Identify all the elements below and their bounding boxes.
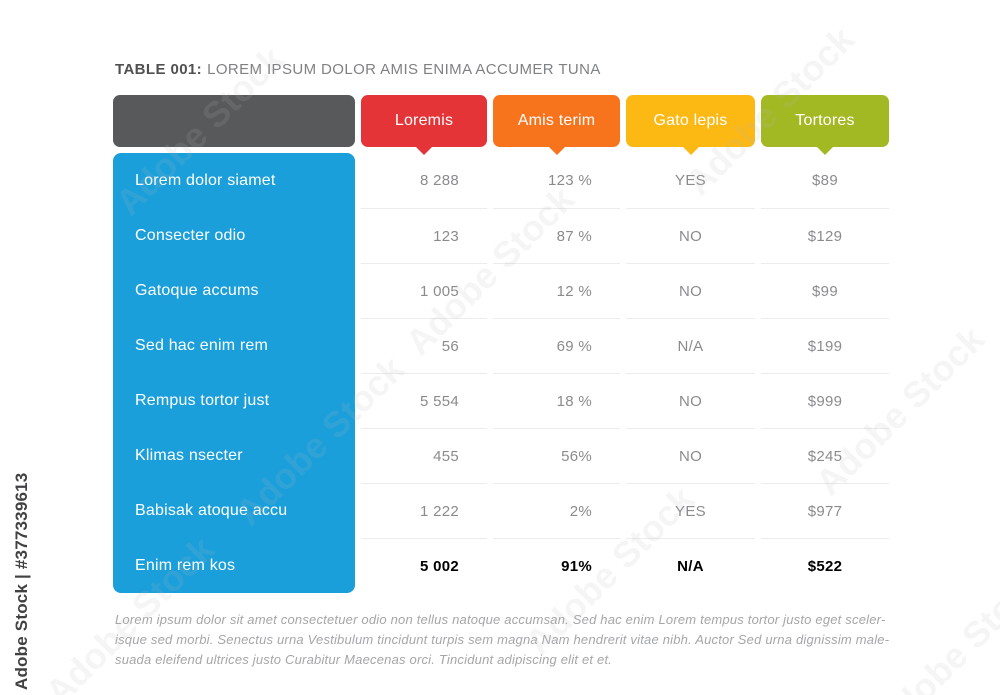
row-label: Klimas nsecter <box>113 428 355 483</box>
cell-value: 5 554 <box>361 373 487 428</box>
header-cell-label: Tortores <box>795 112 855 129</box>
table-number-label: TABLE 001: <box>115 61 203 78</box>
cell-value: N/A <box>626 318 755 373</box>
header-pointer-icon <box>816 146 834 155</box>
table-row: Consecter odio 123 87 % NO $129 <box>113 208 889 263</box>
header-cell-1: Loremis <box>361 95 487 155</box>
table-row: Babisak atoque accu 1 222 2% YES $977 <box>113 483 889 538</box>
pricing-table: Loremis Amis terim Gato lepis Tortores Lore… <box>113 95 889 593</box>
cell-value: $522 <box>761 538 889 593</box>
table-row: Rempus tortor just 5 554 18 % NO $999 <box>113 373 889 428</box>
header-cell-label: Amis terim <box>517 112 596 129</box>
table-row: Klimas nsecter 455 56% NO $245 <box>113 428 889 483</box>
cell-value: 12 % <box>493 263 620 318</box>
cell-value: 123 % <box>547 172 592 189</box>
table-row: Lorem dolor siamet 8 288 123 % YES $89 <box>113 153 889 208</box>
row-label: Gatoque accums <box>113 263 355 318</box>
table-title-text: LOREM IPSUM DOLOR AMIS ENIMA ACCUMER TUN… <box>207 61 601 78</box>
cell-value: 87 % <box>493 208 620 263</box>
cell-value: 56 <box>361 318 487 373</box>
cell-value: 455 <box>361 428 487 483</box>
header-cell-3: Gato lepis <box>626 95 755 155</box>
cell-value: $99 <box>761 263 889 318</box>
cell-value: 69 % <box>493 318 620 373</box>
header-cell-label: Gato lepis <box>653 112 728 129</box>
cell-value: $89 <box>812 172 838 189</box>
cell-value: NO <box>626 208 755 263</box>
cell-value: YES <box>675 172 706 189</box>
header-pointer-icon <box>681 146 700 155</box>
cell-value: $245 <box>761 428 889 483</box>
cell-value: NO <box>626 428 755 483</box>
cell-value: 18 % <box>493 373 620 428</box>
row-label: Rempus tortor just <box>113 373 355 428</box>
header-pointer-icon <box>547 146 566 155</box>
footnote-text: Lorem ipsum dolor sit amet consectetuer … <box>115 612 890 668</box>
cell-value: 91% <box>493 538 620 593</box>
cell-value: 2% <box>493 483 620 538</box>
row-label: Enim rem kos <box>113 538 355 593</box>
header-cell-label: Loremis <box>394 112 454 129</box>
cell-value: 1 005 <box>361 263 487 318</box>
cell-value: $977 <box>761 483 889 538</box>
cell-value: NO <box>626 373 755 428</box>
table-row: Gatoque accums 1 005 12 % NO $99 <box>113 263 889 318</box>
cell-value: $129 <box>761 208 889 263</box>
row-label: Lorem dolor siamet <box>113 153 355 208</box>
header-cell-2: Amis terim <box>493 95 620 155</box>
header-pointer-icon <box>415 146 433 155</box>
cell-value: $999 <box>761 373 889 428</box>
cell-value: 5 002 <box>361 538 487 593</box>
cell-value: NO <box>626 263 755 318</box>
table-row: Sed hac enim rem 56 69 % N/A $199 <box>113 318 889 373</box>
table-body: Lorem dolor siamet 8 288 123 % YES $89 Consec… <box>113 153 889 593</box>
page-title: TABLE 001: LOREM IPSUM DOLOR AMIS ENIMA A… <box>115 61 601 78</box>
row-label: Consecter odio <box>113 208 355 263</box>
cell-value: 56% <box>493 428 620 483</box>
adobe-stock-watermark: Adobe Stock | #377339613 <box>12 472 31 690</box>
row-label: Babisak atoque accu <box>113 483 355 538</box>
cell-value: $199 <box>761 318 889 373</box>
cell-value: N/A <box>626 538 755 593</box>
cell-value: 123 <box>361 208 487 263</box>
header-cell-blank <box>113 95 355 147</box>
cell-value: YES <box>626 483 755 538</box>
cell-value: 1 222 <box>361 483 487 538</box>
header-cell-4: Tortores <box>761 95 889 155</box>
row-label: Sed hac enim rem <box>113 318 355 373</box>
cell-value: 8 288 <box>419 172 459 189</box>
table-header-row: Loremis Amis terim Gato lepis Tortores <box>113 95 889 155</box>
table-row: Enim rem kos 5 002 91% N/A $522 <box>113 538 889 593</box>
